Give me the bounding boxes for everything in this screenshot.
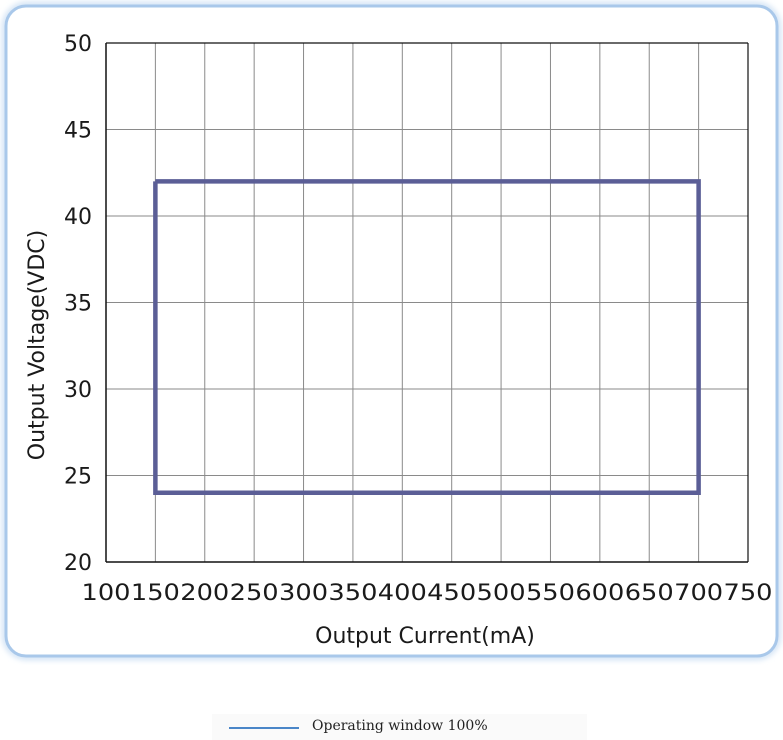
- x-tick-label: 550: [526, 581, 575, 606]
- x-tick-label: 700: [674, 581, 723, 606]
- series-layer: [153, 179, 701, 496]
- x-tick-label: 500: [477, 581, 526, 606]
- axis-layer: [105, 42, 749, 563]
- legend: Operating window 100%: [212, 714, 587, 740]
- y-axis-title: Output Voltage(VDC): [25, 230, 50, 460]
- x-tick-label: 200: [180, 581, 229, 606]
- y-tick-label: 45: [64, 119, 92, 144]
- x-tick-label: 400: [378, 581, 427, 606]
- x-tick-label: 250: [230, 581, 279, 606]
- y-tick-label: 40: [64, 205, 92, 230]
- legend-label: Operating window 100%: [312, 718, 488, 734]
- y-tick-label: 30: [64, 378, 92, 403]
- x-axis-title: Output Current(mA): [315, 624, 535, 649]
- y-tick-label: 25: [64, 465, 92, 490]
- series-operating-window: [153, 179, 701, 496]
- chart-svg: 100 150 200 250 300 350 400 450 500 550 600 650 700 7…: [2, 2, 781, 660]
- x-tick-label: 350: [328, 581, 377, 606]
- frame-border: [4, 4, 779, 658]
- tick-layer: 100 150 200 250 300 350 400 450 500 550 600 650 700 7…: [64, 32, 773, 606]
- x-tick-label: 650: [625, 581, 674, 606]
- y-tick-label: 35: [64, 292, 92, 317]
- x-tick-label: 600: [575, 581, 624, 606]
- x-tick-label: 100: [82, 581, 131, 606]
- x-tick-label: 750: [724, 581, 773, 606]
- chart-frame: 100 150 200 250 300 350 400 450 500 550 600 650 700 7…: [2, 2, 781, 660]
- x-tick-label: 150: [131, 581, 180, 606]
- x-tick-label: 300: [279, 581, 328, 606]
- x-tick-label: 450: [427, 581, 476, 606]
- y-tick-label: 20: [64, 551, 92, 576]
- legend-swatch-line: [229, 727, 299, 729]
- y-tick-label: 50: [64, 32, 92, 57]
